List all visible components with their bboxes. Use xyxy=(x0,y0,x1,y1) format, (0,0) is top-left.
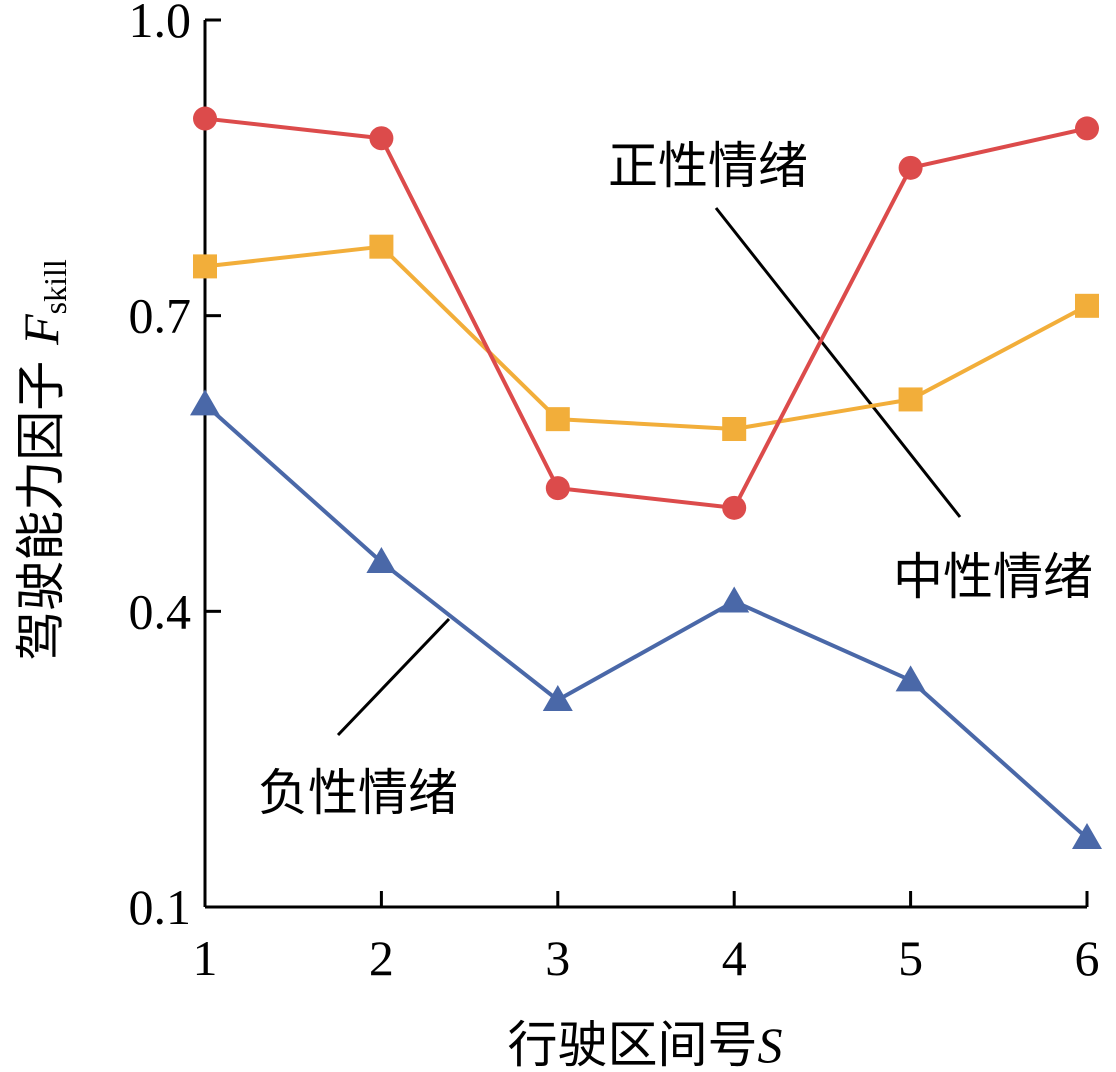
data-point-circle xyxy=(898,155,923,180)
data-point-square xyxy=(369,234,394,259)
x-tick-label: 1 xyxy=(193,930,218,986)
data-point-circle xyxy=(193,106,217,131)
y-axis-title-sub: skill xyxy=(37,259,73,314)
data-point-triangle xyxy=(895,665,926,692)
annotation-leaders xyxy=(336,207,962,737)
y-tick-label: 0.7 xyxy=(129,288,192,344)
series-line-square xyxy=(204,244,1088,432)
annotation-negative: 负性情绪 xyxy=(258,764,458,822)
y-tick-label: 0.1 xyxy=(129,879,192,935)
y-tick-label: 0.4 xyxy=(129,583,192,639)
axes xyxy=(203,20,1087,909)
leader-line-negative xyxy=(336,617,451,737)
data-point-triangle xyxy=(719,586,750,613)
data-point-circle xyxy=(722,495,747,520)
leader-line-neutral xyxy=(714,207,962,518)
x-tick-label: 6 xyxy=(1075,930,1100,986)
ticks: 0.1 0.4 0.7 1.0 1 2 3 4 5 6 xyxy=(129,0,1100,986)
x-tick-label: 2 xyxy=(369,930,394,986)
data-point-circle xyxy=(545,476,570,501)
y-tick-label: 1.0 xyxy=(129,0,192,48)
series-layer xyxy=(190,106,1102,850)
x-tick-label: 3 xyxy=(545,930,570,986)
annotation-positive: 中性情绪 xyxy=(893,548,1093,606)
y-axis-title-space xyxy=(12,345,70,361)
x-axis-title: 行驶区间号S xyxy=(508,1016,783,1072)
data-point-square xyxy=(193,254,217,279)
series-line-triangle xyxy=(203,402,1089,840)
data-point-square xyxy=(545,407,570,432)
y-axis-title: 驾驶能力因子 Fskill xyxy=(12,259,73,661)
y-axis-title-text: 驾驶能力因子 xyxy=(12,361,70,661)
data-point-square xyxy=(1075,293,1099,318)
data-point-square xyxy=(898,387,923,412)
data-point-circle xyxy=(369,126,394,151)
y-axis-title-var: F xyxy=(13,314,69,346)
x-tick-label: 4 xyxy=(722,930,747,986)
x-axis-title-text: 行驶区间号 xyxy=(508,1016,758,1072)
data-point-triangle xyxy=(1072,823,1102,850)
data-point-circle xyxy=(1075,116,1099,141)
annotation-neutral: 正性情绪 xyxy=(608,137,808,195)
x-tick-label: 5 xyxy=(898,930,923,986)
data-point-triangle xyxy=(542,685,573,712)
data-point-triangle xyxy=(366,547,397,574)
series-line-circle xyxy=(204,116,1088,510)
data-point-square xyxy=(722,417,747,442)
x-axis-title-var: S xyxy=(758,1017,783,1072)
data-point-triangle xyxy=(190,389,220,416)
